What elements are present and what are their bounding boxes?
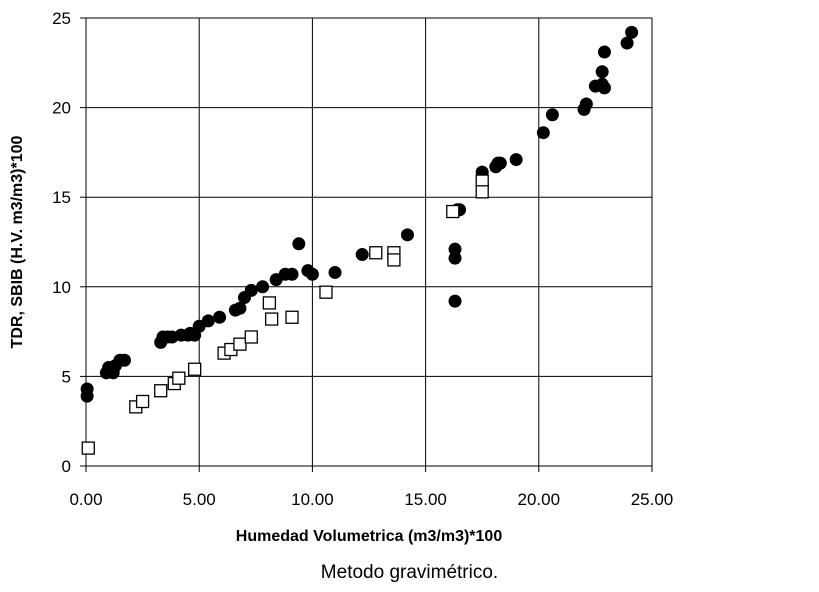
data-point-circle	[244, 283, 258, 297]
data-point-square	[285, 310, 299, 324]
x-tick-label: 25.00	[631, 490, 674, 509]
y-tick-label: 10	[52, 278, 71, 297]
data-point-circle	[256, 280, 270, 294]
data-point-square	[81, 441, 95, 455]
data-point-circle	[620, 36, 634, 50]
data-point-circle	[493, 156, 507, 170]
data-point-square	[154, 384, 168, 398]
data-point-square	[446, 204, 460, 219]
x-tick-label: 10.00	[291, 490, 334, 509]
data-points	[80, 25, 639, 455]
x-tick-label: 5.00	[183, 490, 216, 509]
data-point-square	[319, 285, 333, 299]
x-tick-label: 15.00	[404, 490, 447, 509]
data-point-circle	[595, 65, 609, 79]
data-point-circle	[328, 265, 342, 279]
y-tick-label: 25	[52, 9, 71, 28]
data-point-circle	[509, 153, 523, 167]
data-point-circle	[292, 237, 306, 251]
series-1	[80, 25, 639, 403]
data-point-circle	[213, 310, 227, 324]
data-point-square	[264, 312, 279, 326]
data-point-square	[262, 296, 277, 310]
data-point-circle	[285, 267, 299, 281]
x-tick-label: 0.00	[69, 490, 102, 509]
data-point-circle	[597, 81, 611, 95]
axis-ticks: 0.00 5.00 10.00 15.00 20.00 25.00 0 5 10 15 20 25	[52, 9, 673, 509]
y-tick-label: 20	[52, 99, 71, 118]
data-point-circle	[545, 108, 559, 122]
data-point-circle	[625, 25, 639, 39]
data-point-square	[233, 337, 247, 351]
data-point-square	[387, 253, 401, 267]
data-point-square	[135, 394, 150, 409]
data-point-circle	[448, 294, 462, 308]
data-point-square	[172, 371, 186, 385]
y-axis-title: TDR, SBIB (H.V. m3/m3)*100	[9, 135, 26, 348]
data-point-circle	[117, 353, 131, 367]
data-point-square	[475, 185, 489, 199]
plot-area	[85, 17, 653, 467]
data-point-square	[369, 246, 383, 260]
data-point-circle	[233, 301, 247, 315]
series-2	[81, 174, 489, 455]
figure-caption: Metodo gravimétrico.	[320, 562, 499, 583]
y-tick-label: 0	[62, 457, 71, 476]
x-tick-label: 20.00	[518, 490, 561, 509]
data-point-circle	[597, 45, 611, 59]
data-point-circle	[80, 389, 94, 403]
y-tick-label: 15	[52, 188, 71, 207]
data-point-circle	[201, 314, 215, 328]
data-point-circle	[305, 267, 319, 281]
data-point-circle	[536, 126, 550, 140]
data-point-square	[188, 362, 202, 376]
y-tick-label: 5	[62, 367, 71, 386]
grid-lines	[85, 17, 653, 467]
data-point-circle	[448, 242, 462, 256]
x-axis-title: Humedad Volumetrica (m3/m3)*100	[236, 528, 503, 545]
data-point-square	[244, 330, 258, 344]
data-point-circle	[355, 248, 369, 262]
data-point-circle	[448, 251, 462, 265]
data-point-circle	[400, 228, 414, 242]
data-point-circle	[579, 97, 593, 111]
